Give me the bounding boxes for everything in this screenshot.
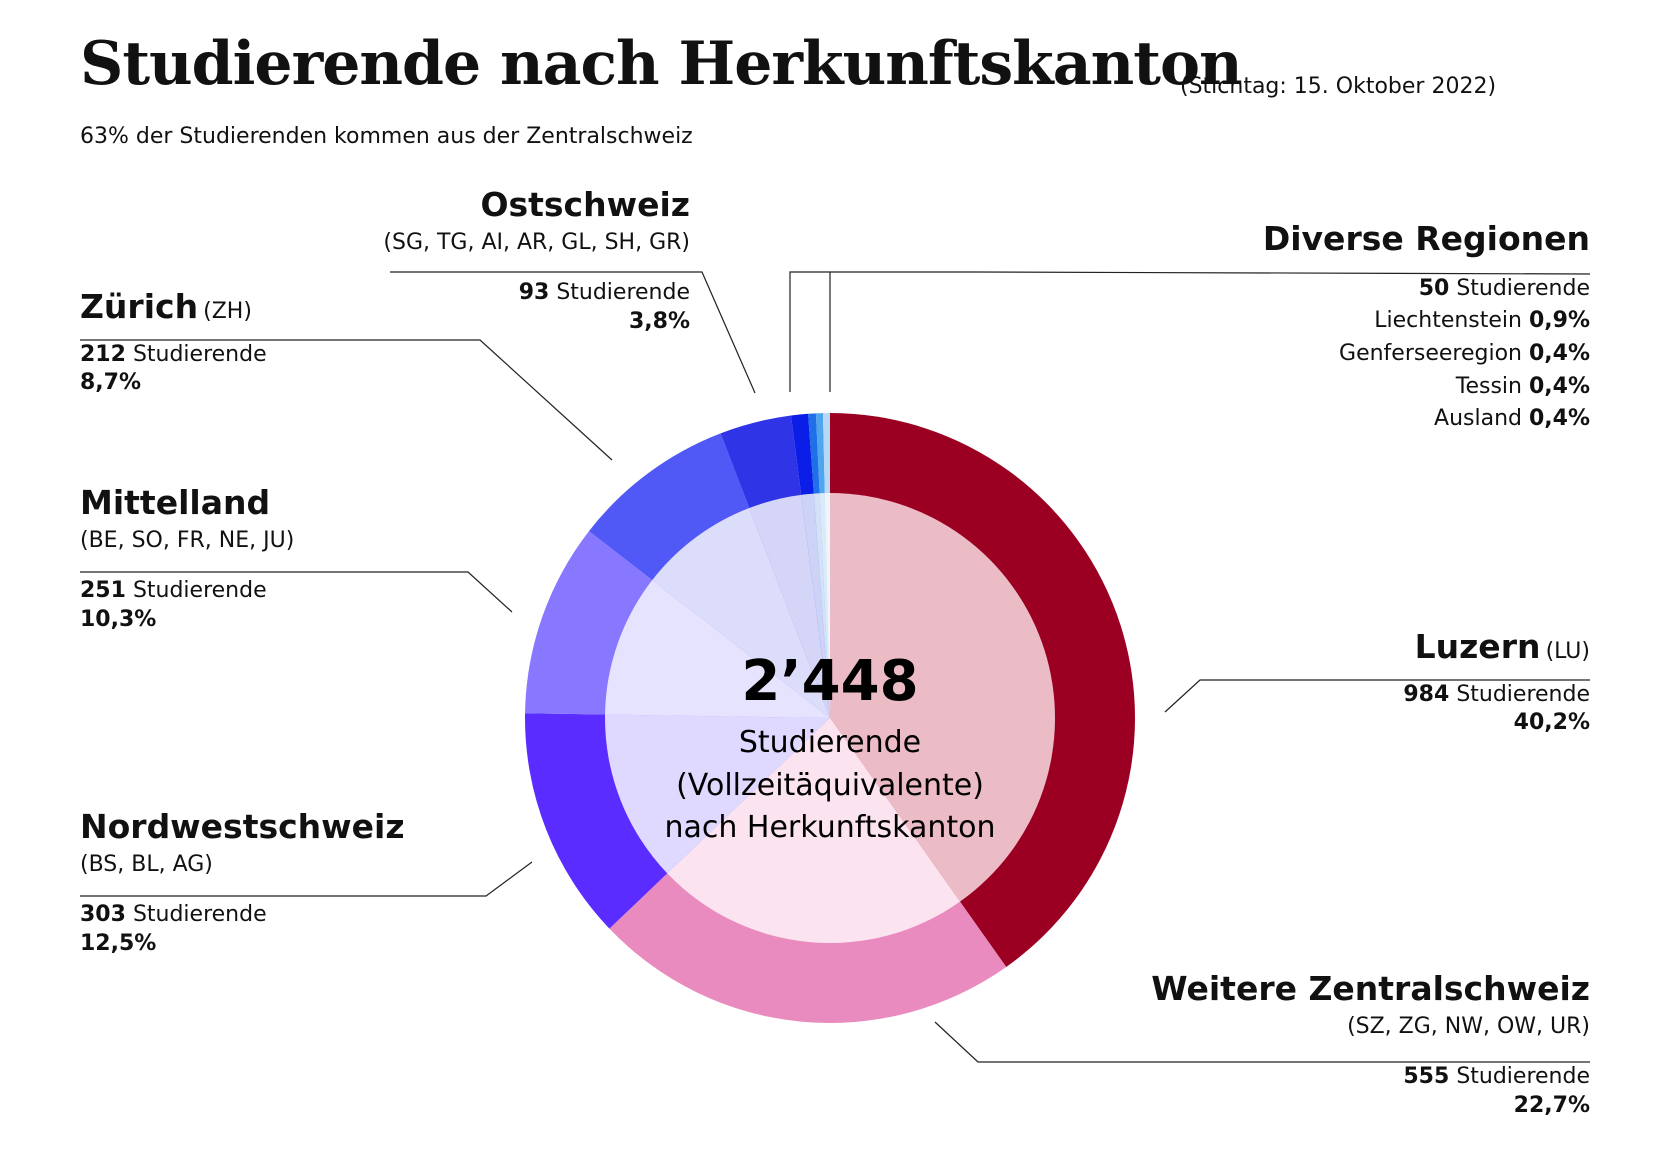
leader-line-mittelland: [80, 571, 513, 613]
unit-label: Studierende: [1456, 1064, 1590, 1090]
label-luzern: Luzern (LU) 984 Studierende 40,2%: [1403, 626, 1590, 738]
region-count: 251: [80, 578, 126, 604]
leader-line-ost: [390, 271, 756, 394]
region-codes: (SZ, ZG, NW, OW, UR): [1347, 1013, 1590, 1039]
label-nordwestschweiz: Nordwestschweiz (BS, BL, AG) 303 Studier…: [80, 806, 405, 959]
center-line-1: Studierende: [739, 725, 921, 760]
leader-line-luzern: [1164, 679, 1590, 713]
inner-slice-weitere-zentralschweiz: [667, 718, 960, 943]
inner-slice-genferseeregion: [813, 493, 830, 718]
sub-region-name: Liechtenstein: [1374, 308, 1522, 334]
region-name: Mittelland: [80, 483, 271, 522]
leader-line-diverse: [829, 271, 1591, 392]
unit-label: Studierende: [132, 341, 267, 367]
label-mittelland: Mittelland (BE, SO, FR, NE, JU) 251 Stud…: [80, 482, 294, 635]
sub-region-name: Ausland: [1434, 406, 1522, 432]
region-code: (ZH): [203, 299, 252, 324]
inner-slice-tessin: [819, 493, 830, 718]
region-name: Luzern: [1414, 627, 1541, 666]
leader-line-zuerich: [80, 339, 613, 461]
chart-title: Studierende nach Herkunftskanton: [80, 29, 1243, 99]
leader-line-zentral: [934, 1021, 1590, 1063]
sub-region-name: Tessin: [1455, 373, 1522, 399]
unit-label: Studierende: [1456, 275, 1590, 301]
inner-slice-nordwestschweiz: [605, 714, 830, 874]
unit-label: Studierende: [132, 902, 267, 928]
region-codes: (BE, SO, FR, NE, JU): [80, 527, 295, 553]
label-diverse-regionen: Diverse Regionen 50 Studierende Liechten…: [1263, 218, 1590, 434]
region-count: 555: [1403, 1064, 1450, 1090]
center-total: 2’448: [741, 649, 918, 714]
sub-region-name: Genferseeregion: [1339, 341, 1522, 367]
sub-region-percent: 0,9%: [1528, 308, 1590, 334]
region-code: (LU): [1545, 639, 1590, 664]
unit-label: Studierende: [132, 578, 267, 604]
unit-label: Studierende: [1456, 681, 1590, 707]
leader-line-liechtenstein: [789, 271, 830, 392]
region-percent: 8,7%: [80, 370, 142, 396]
reference-date: (Stichtag: 15. Oktober 2022): [1180, 74, 1497, 99]
inner-slice-liechtenstein: [801, 493, 830, 718]
inner-slice-zurich: [652, 507, 830, 718]
region-codes: (BS, BL, AG): [80, 851, 213, 877]
inner-disc: [605, 493, 1056, 943]
inner-slice-luzern: [830, 493, 1056, 902]
center-line-3: nach Herkunftskanton: [664, 810, 995, 845]
region-name: Weitere Zentralschweiz: [1151, 969, 1590, 1008]
region-count: 93: [518, 280, 550, 306]
region-name: Diverse Regionen: [1262, 219, 1590, 258]
inner-slice-mittelland: [605, 580, 830, 718]
region-codes: (SG, TG, AI, AR, GL, SH, GR): [383, 229, 690, 255]
leader-lines: [80, 271, 1591, 1063]
region-percent: 40,2%: [1513, 710, 1590, 736]
leader-line-nordwest: [80, 861, 533, 897]
inner-slice-ausland: [824, 493, 830, 718]
region-name: Zürich: [80, 287, 199, 326]
region-percent: 3,8%: [628, 309, 690, 335]
region-count: 303: [80, 902, 126, 928]
label-zuerich: Zürich (ZH) 212 Studierende 8,7%: [80, 286, 267, 398]
unit-label: Studierende: [556, 280, 690, 306]
region-count: 212: [80, 341, 126, 367]
label-weitere-zentralschweiz: Weitere Zentralschweiz (SZ, ZG, NW, OW, …: [1151, 968, 1590, 1121]
sub-region-percent: 0,4%: [1528, 341, 1590, 367]
center-line-2: (Vollzeitäquivalente): [676, 768, 984, 803]
sub-region-percent: 0,4%: [1528, 373, 1590, 399]
chart-subtitle: 63% der Studierenden kommen aus der Zent…: [80, 124, 693, 149]
sub-region-percent: 0,4%: [1528, 406, 1590, 432]
region-percent: 22,7%: [1513, 1093, 1590, 1119]
region-percent: 12,5%: [80, 931, 157, 957]
label-ostschweiz: Ostschweiz (SG, TG, AI, AR, GL, SH, GR) …: [383, 184, 690, 337]
region-count: 50: [1418, 275, 1450, 301]
region-name: Ostschweiz: [480, 185, 690, 224]
region-name: Nordwestschweiz: [80, 807, 405, 846]
inner-slice-ostschweiz: [749, 494, 830, 718]
region-count: 984: [1403, 681, 1450, 707]
region-percent: 10,3%: [80, 607, 157, 633]
